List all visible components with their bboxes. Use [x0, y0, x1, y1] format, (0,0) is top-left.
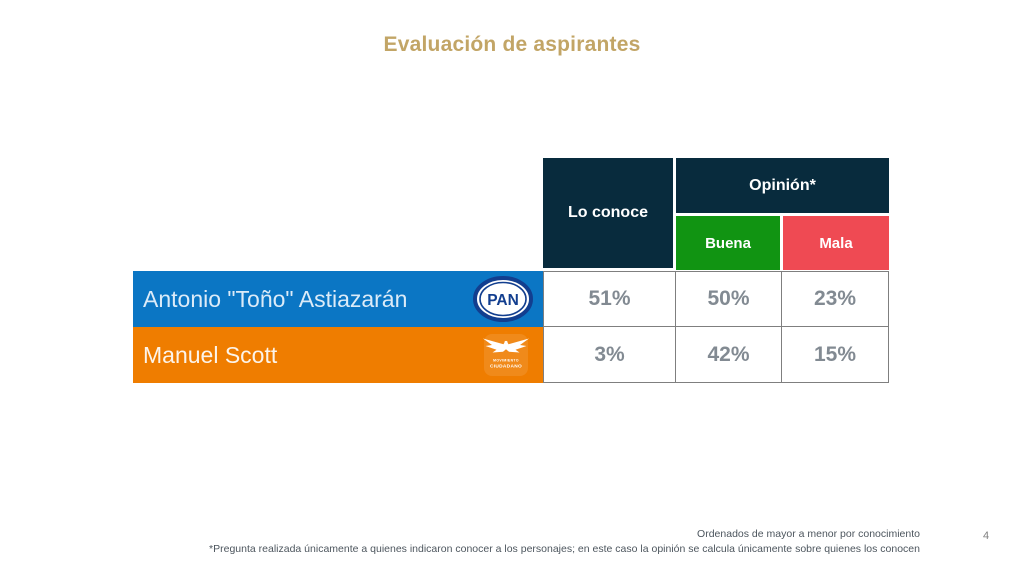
page-number: 4: [982, 530, 990, 542]
cell-astiazaran-lo-conoce: 51%: [543, 271, 676, 327]
mc-logo-svg: MOVIMIENTO CIUDADANO: [483, 334, 529, 376]
cell-astiazaran-mala: 23%: [781, 271, 889, 327]
header-opinion-buena: Buena: [676, 216, 780, 270]
mc-logo-text-movimiento: MOVIMIENTO: [493, 359, 519, 363]
pan-logo-text: PAN: [487, 292, 519, 309]
cell-scott-buena: 42%: [675, 326, 782, 383]
slide-title: Evaluación de aspirantes: [383, 33, 641, 56]
header-lo-conoce: Lo conoce: [543, 158, 673, 268]
header-opinion-mala: Mala: [783, 216, 889, 270]
pan-logo-svg: PAN: [473, 276, 533, 322]
cell-astiazaran-buena: 50%: [675, 271, 782, 327]
candidate-row-astiazaran: Antonio "Toño" Astiazarán PAN: [133, 271, 543, 327]
candidate-name: Manuel Scott: [143, 341, 278, 368]
footnote-question: *Pregunta realizada únicamente a quienes…: [209, 543, 920, 555]
candidate-name: Antonio "Toño" Astiazarán: [143, 285, 408, 312]
footnotes: Ordenados de mayor a menor por conocimie…: [209, 527, 920, 557]
footnote-ordering: Ordenados de mayor a menor por conocimie…: [697, 528, 920, 540]
candidate-row-scott: Manuel Scott MOVIMIENTO CIUDADANO: [133, 327, 543, 383]
cell-scott-mala: 15%: [781, 326, 889, 383]
movimiento-ciudadano-logo-icon: MOVIMIENTO CIUDADANO: [479, 333, 533, 377]
header-opinion: Opinión*: [676, 158, 889, 213]
pan-party-logo-icon: PAN: [473, 276, 533, 322]
mc-logo-text-ciudadano: CIUDADANO: [490, 364, 522, 370]
cell-scott-lo-conoce: 3%: [543, 326, 676, 383]
